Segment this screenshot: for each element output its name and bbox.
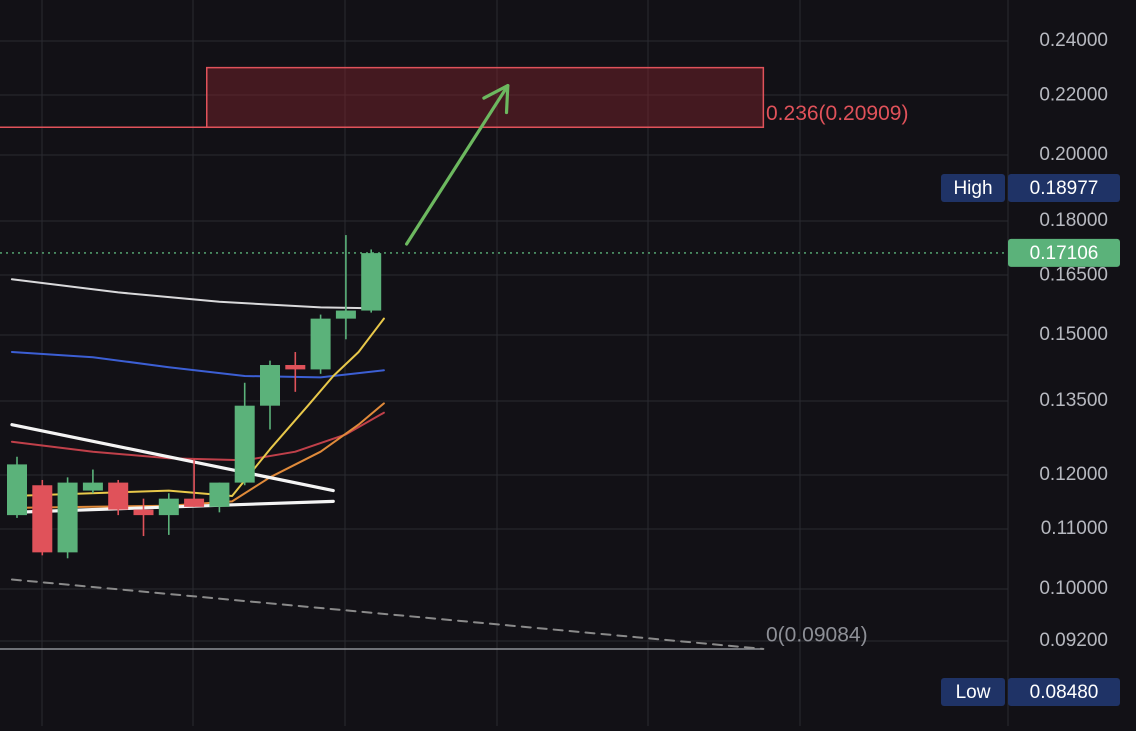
- fib-level-label: 0(0.09084): [766, 623, 868, 646]
- candle-body: [234, 405, 255, 483]
- price-axis-tick-label: 0.13500: [1039, 390, 1108, 411]
- price-axis-tick-label: 0.16500: [1039, 264, 1108, 285]
- target-arrow-shaft[interactable]: [405, 83, 510, 246]
- price-axis-tick-label: 0.11000: [1041, 518, 1108, 539]
- fib-level-label: 0.236(0.20909): [766, 102, 908, 125]
- price-axis-tick-label: 0.09200: [1039, 630, 1108, 651]
- candle-body: [82, 482, 103, 491]
- price-axis-tick-label: 0.18000: [1039, 210, 1108, 231]
- candle-body: [310, 318, 331, 370]
- trendlines-layer[interactable]: [10, 423, 765, 650]
- high-tag-bg: [941, 173, 1005, 202]
- current-price-badge-bg: [1008, 238, 1120, 267]
- candle-body: [57, 482, 78, 553]
- candle-body: [260, 365, 280, 406]
- candle-body: [158, 498, 179, 516]
- target-arrow-head[interactable]: [482, 83, 510, 115]
- low-tag-bg: [941, 678, 1005, 706]
- triangle-trendline[interactable]: [10, 423, 335, 493]
- high-badge-value: 0.18977: [1030, 178, 1099, 199]
- moving-averages-layer: [10, 278, 385, 509]
- price-axis-tick-label: 0.20000: [1039, 144, 1108, 165]
- low-badge-bg: [1008, 678, 1120, 706]
- candle-body: [108, 482, 129, 510]
- low-tag-text: Low: [956, 682, 991, 703]
- fib-levels-layer[interactable]: 0.236(0.20909) 0(0.09084): [0, 102, 908, 650]
- price-axis-tick-label: 0.12000: [1039, 464, 1108, 485]
- grid: [0, 0, 1009, 726]
- candle-body: [7, 464, 27, 516]
- price-axis-tick-label: 0.15000: [1039, 324, 1108, 345]
- candle-body: [32, 485, 53, 553]
- high-tag-text: High: [953, 178, 992, 199]
- candle-body: [285, 365, 306, 370]
- candle-body: [335, 310, 356, 319]
- moving-average-yellow: [10, 317, 385, 497]
- candle-body: [361, 253, 382, 311]
- arrow-layer[interactable]: [405, 83, 510, 246]
- candles-layer: [7, 235, 382, 559]
- price-axis[interactable]: 0.24000 0.22000 0.20000 0.18000 0.16500 0.150…: [1039, 30, 1108, 651]
- candle-body: [133, 509, 154, 516]
- support-trendline-dashed[interactable]: [10, 578, 765, 650]
- price-axis-tick-label: 0.24000: [1039, 30, 1108, 51]
- moving-average-blue: [10, 351, 385, 379]
- candle-body: [184, 498, 205, 507]
- moving-average-white: [10, 278, 373, 310]
- candle-body: [209, 482, 230, 507]
- price-badges: 0.17106 0.18977 High 0.08480 Low: [941, 173, 1120, 706]
- high-badge-bg: [1008, 173, 1120, 202]
- current-price-badge-value: 0.17106: [1030, 243, 1099, 264]
- price-axis-tick-label: 0.10000: [1039, 578, 1108, 599]
- price-axis-tick-label: 0.22000: [1039, 84, 1108, 105]
- low-badge-value: 0.08480: [1030, 682, 1099, 703]
